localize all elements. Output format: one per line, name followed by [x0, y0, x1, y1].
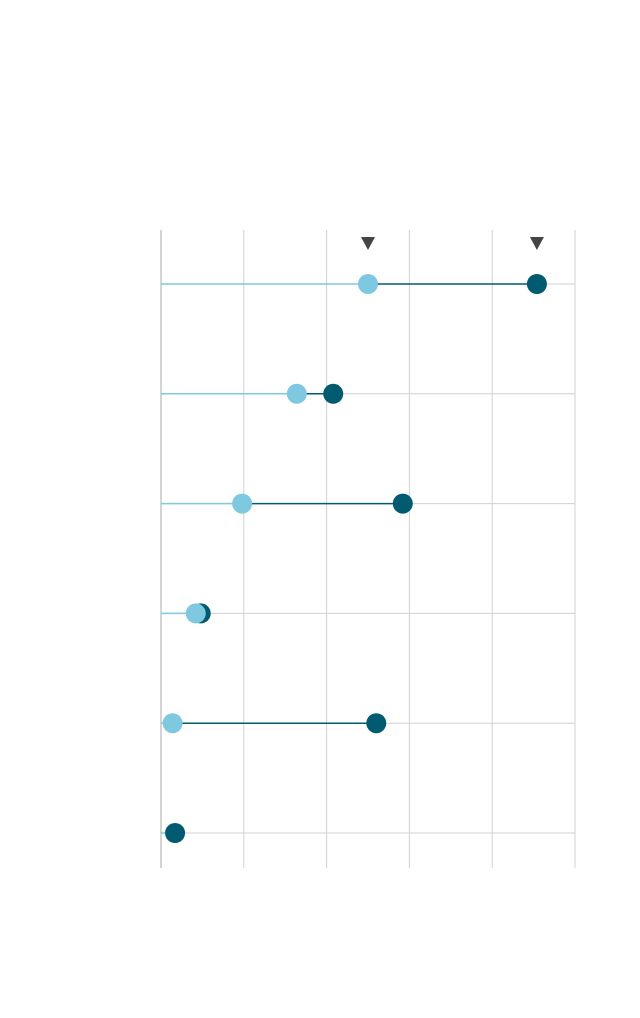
- light-dot: [358, 274, 378, 294]
- light-dot: [185, 603, 206, 624]
- light-dot: [162, 713, 183, 734]
- dark-dot: [165, 823, 186, 843]
- light-dot: [232, 493, 253, 514]
- dark-dot: [526, 274, 547, 294]
- marker-triangle: [361, 237, 375, 250]
- dark-dot: [323, 383, 344, 404]
- marker-triangle: [529, 237, 544, 250]
- light-dot: [286, 383, 307, 404]
- dark-dot: [366, 713, 387, 734]
- dark-dot: [392, 493, 413, 514]
